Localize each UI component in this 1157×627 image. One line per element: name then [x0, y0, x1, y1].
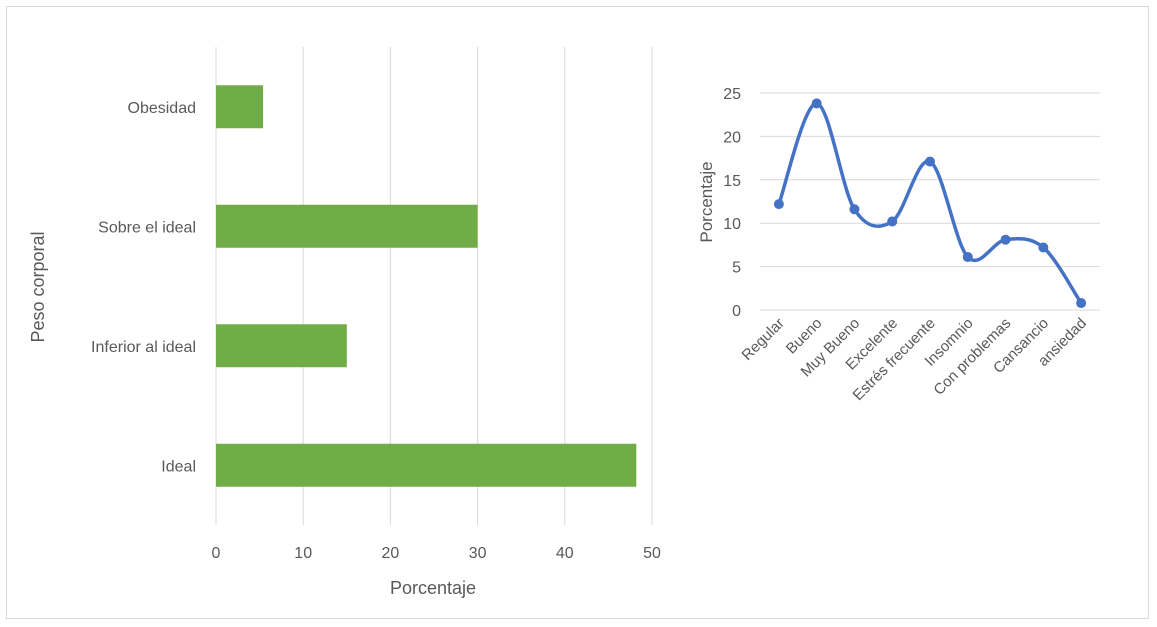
line-point: [925, 156, 935, 167]
line-y-tick-label: 20: [723, 129, 741, 146]
line-series-line: [777, 101, 1083, 305]
bar: [216, 204, 478, 248]
line-points: [773, 98, 1087, 309]
bar-x-tick-label: 30: [469, 545, 487, 562]
bar-x-axis-title: Porcentaje: [390, 578, 476, 598]
line-y-tick-label: 5: [732, 260, 741, 277]
bar-category-label: Obesidad: [128, 100, 197, 117]
bar-x-tick-label: 40: [556, 545, 574, 562]
line-category-label: Regular: [739, 315, 788, 364]
chart-frame: [6, 6, 1149, 619]
line-point: [1076, 298, 1087, 309]
line-y-tick-label: 0: [732, 303, 741, 320]
line-y-axis-title: Porcentaje: [697, 161, 716, 242]
line-point: [811, 98, 822, 109]
line-point: [849, 204, 860, 215]
line-point: [1038, 242, 1049, 253]
line-y-tick-label: 15: [723, 173, 741, 190]
bar-category-label: Sobre el ideal: [98, 219, 196, 236]
line-gridlines: [760, 92, 1100, 311]
line-y-tick-label: 10: [723, 216, 741, 233]
line-point: [773, 199, 784, 210]
bar: [216, 324, 347, 368]
line-tick-labels: 0 5 10 15 20 25: [723, 86, 741, 320]
line-point: [962, 252, 973, 263]
line-point: [887, 216, 898, 227]
bar-chart: Ideal Inferior al ideal Sobre el ideal Obes…: [28, 47, 661, 598]
bar-x-tick-label: 20: [382, 545, 400, 562]
bar-category-label: Inferior al ideal: [91, 339, 196, 356]
bar-bars: [216, 85, 637, 487]
line-y-tick-label: 25: [723, 86, 741, 103]
bar-category-label: Ideal: [161, 458, 196, 475]
bar-x-tick-label: 50: [643, 545, 661, 562]
bar-category-labels: Ideal Inferior al ideal Sobre el ideal Obes…: [91, 100, 196, 476]
bar: [216, 85, 264, 129]
line-point: [1000, 234, 1011, 245]
bar: [216, 443, 637, 487]
bar-x-tick-label: 10: [294, 545, 312, 562]
bar-y-axis-title: Peso corporal: [28, 231, 48, 342]
bar-tick-labels: 0 10 20 30 40 50: [212, 545, 661, 562]
bar-x-tick-label: 0: [212, 545, 221, 562]
